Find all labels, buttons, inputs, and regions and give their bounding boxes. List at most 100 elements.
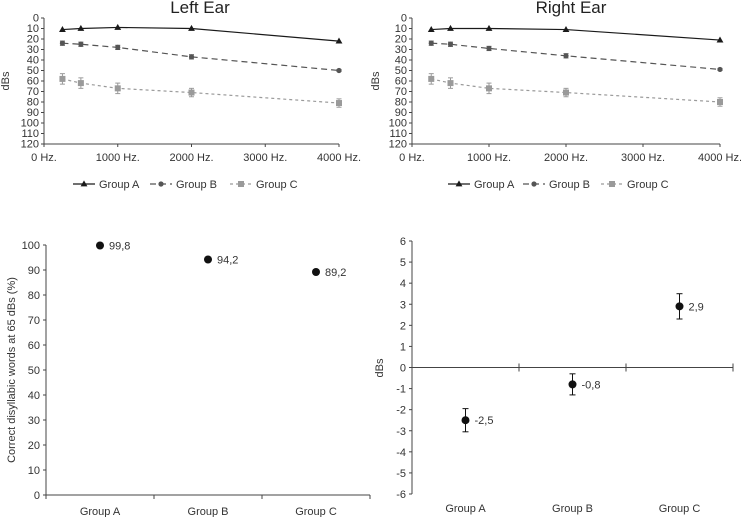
data-point [336,100,342,107]
y-tick-label: -6 [396,489,406,501]
data-point [312,268,320,276]
data-point [486,45,492,52]
series-line [431,27,721,41]
y-tick-label: 1 [400,341,406,353]
x-tick-label: 3000 Hz. [621,152,665,164]
difference-chart: -6 -5 -4 -3 -2 -1 0 1 2 3 4 5 6 Group A -2,5 Group B -0,… [374,236,734,515]
series-group-c [59,73,342,108]
series-line [431,42,721,71]
data-point [335,37,343,44]
y-tick-label: 0 [33,13,39,25]
y-tick-label: 100 [21,118,39,130]
x-category-label: Group B [552,503,593,515]
y-tick-label: 30 [28,415,40,427]
y-tick-label: 100 [389,118,407,130]
legend-label: Group B [549,179,590,191]
y-tick-label: 30 [27,44,39,56]
y-tick-label: 6 [400,236,406,248]
y-tick-label: 0 [34,490,40,502]
data-point [204,255,212,264]
series-group-c [428,73,723,107]
data-point [77,24,85,31]
data-point [563,89,569,96]
series-group-b [428,40,723,73]
legend-marker [609,181,615,187]
data-point [461,416,470,425]
series-line [62,42,340,72]
x-category-label: Group C [295,506,337,517]
y-tick-label: 90 [27,107,39,119]
y-axis-label: dBs [0,71,12,90]
data-point [675,302,684,311]
data-point [717,66,723,73]
y-tick-label: 10 [27,23,39,35]
data-point [77,80,84,87]
x-category-label: Group A [80,506,121,517]
series-line [431,78,721,103]
legend-marker [158,181,164,187]
y-tick-label: 70 [27,86,39,98]
series-group-a [59,23,343,44]
disyllabic-chart: 0 10 20 30 40 50 60 70 80 90 100 Group A 99,8 Group B… [6,240,371,517]
x-tick-label: 0 Hz. [31,152,57,164]
y-tick-label: 90 [28,265,40,277]
y-tick-label: -2 [396,405,406,417]
y-tick-label: 50 [27,65,39,77]
legend-marker [238,181,244,187]
y-tick-label: 20 [27,34,39,46]
legend-label: Group A [474,179,515,191]
data-point [563,53,569,59]
y-tick-label: -1 [396,384,406,396]
data-label: -2,5 [475,415,494,427]
data-label: 89,2 [325,267,346,279]
y-tick-label: 60 [27,76,39,88]
y-tick-label: 110 [389,128,407,140]
data-point [486,85,492,92]
x-category-label: Group A [445,503,486,515]
y-tick-label: 0 [401,13,407,25]
legend-label: Group A [99,179,140,191]
y-axis-label: dBs [370,71,382,90]
y-tick-label: 40 [28,390,40,402]
x-tick-label: 2000 Hz. [544,152,588,164]
y-tick-label: 40 [395,55,407,67]
y-tick-label: 20 [395,34,407,46]
y-tick-label: 4 [400,278,406,290]
data-point [485,24,493,31]
x-category-label: Group B [188,506,229,517]
chart-title: Right Ear [536,0,607,17]
series-line [62,78,340,104]
legend-marker [80,180,88,187]
data-point [568,380,577,389]
y-tick-label: 70 [28,315,40,327]
data-point [188,54,195,60]
y-tick-label: 90 [395,107,407,119]
data-point [59,75,66,82]
data-point [114,23,122,30]
data-point [59,25,66,32]
x-category-label: Group C [659,503,701,515]
legend-label: Group C [627,179,669,191]
data-point [114,85,121,92]
y-tick-label: 50 [28,365,40,377]
data-point [717,99,723,105]
legend-marker [531,181,537,187]
data-label: 99,8 [109,241,130,253]
data-point [562,25,570,32]
data-point [188,89,195,96]
y-tick-label: 2 [400,320,406,332]
chart-title: Left Ear [170,0,230,17]
y-tick-label: 3 [400,299,406,311]
y-tick-label: 10 [28,465,40,477]
y-tick-label: 110 [21,128,39,140]
y-tick-label: -5 [396,468,406,480]
data-point [447,24,454,31]
y-tick-label: 60 [395,76,407,88]
y-tick-label: 120 [21,139,39,151]
data-point [188,24,195,31]
x-tick-label: 1000 Hz. [96,152,140,164]
data-point [427,25,435,32]
